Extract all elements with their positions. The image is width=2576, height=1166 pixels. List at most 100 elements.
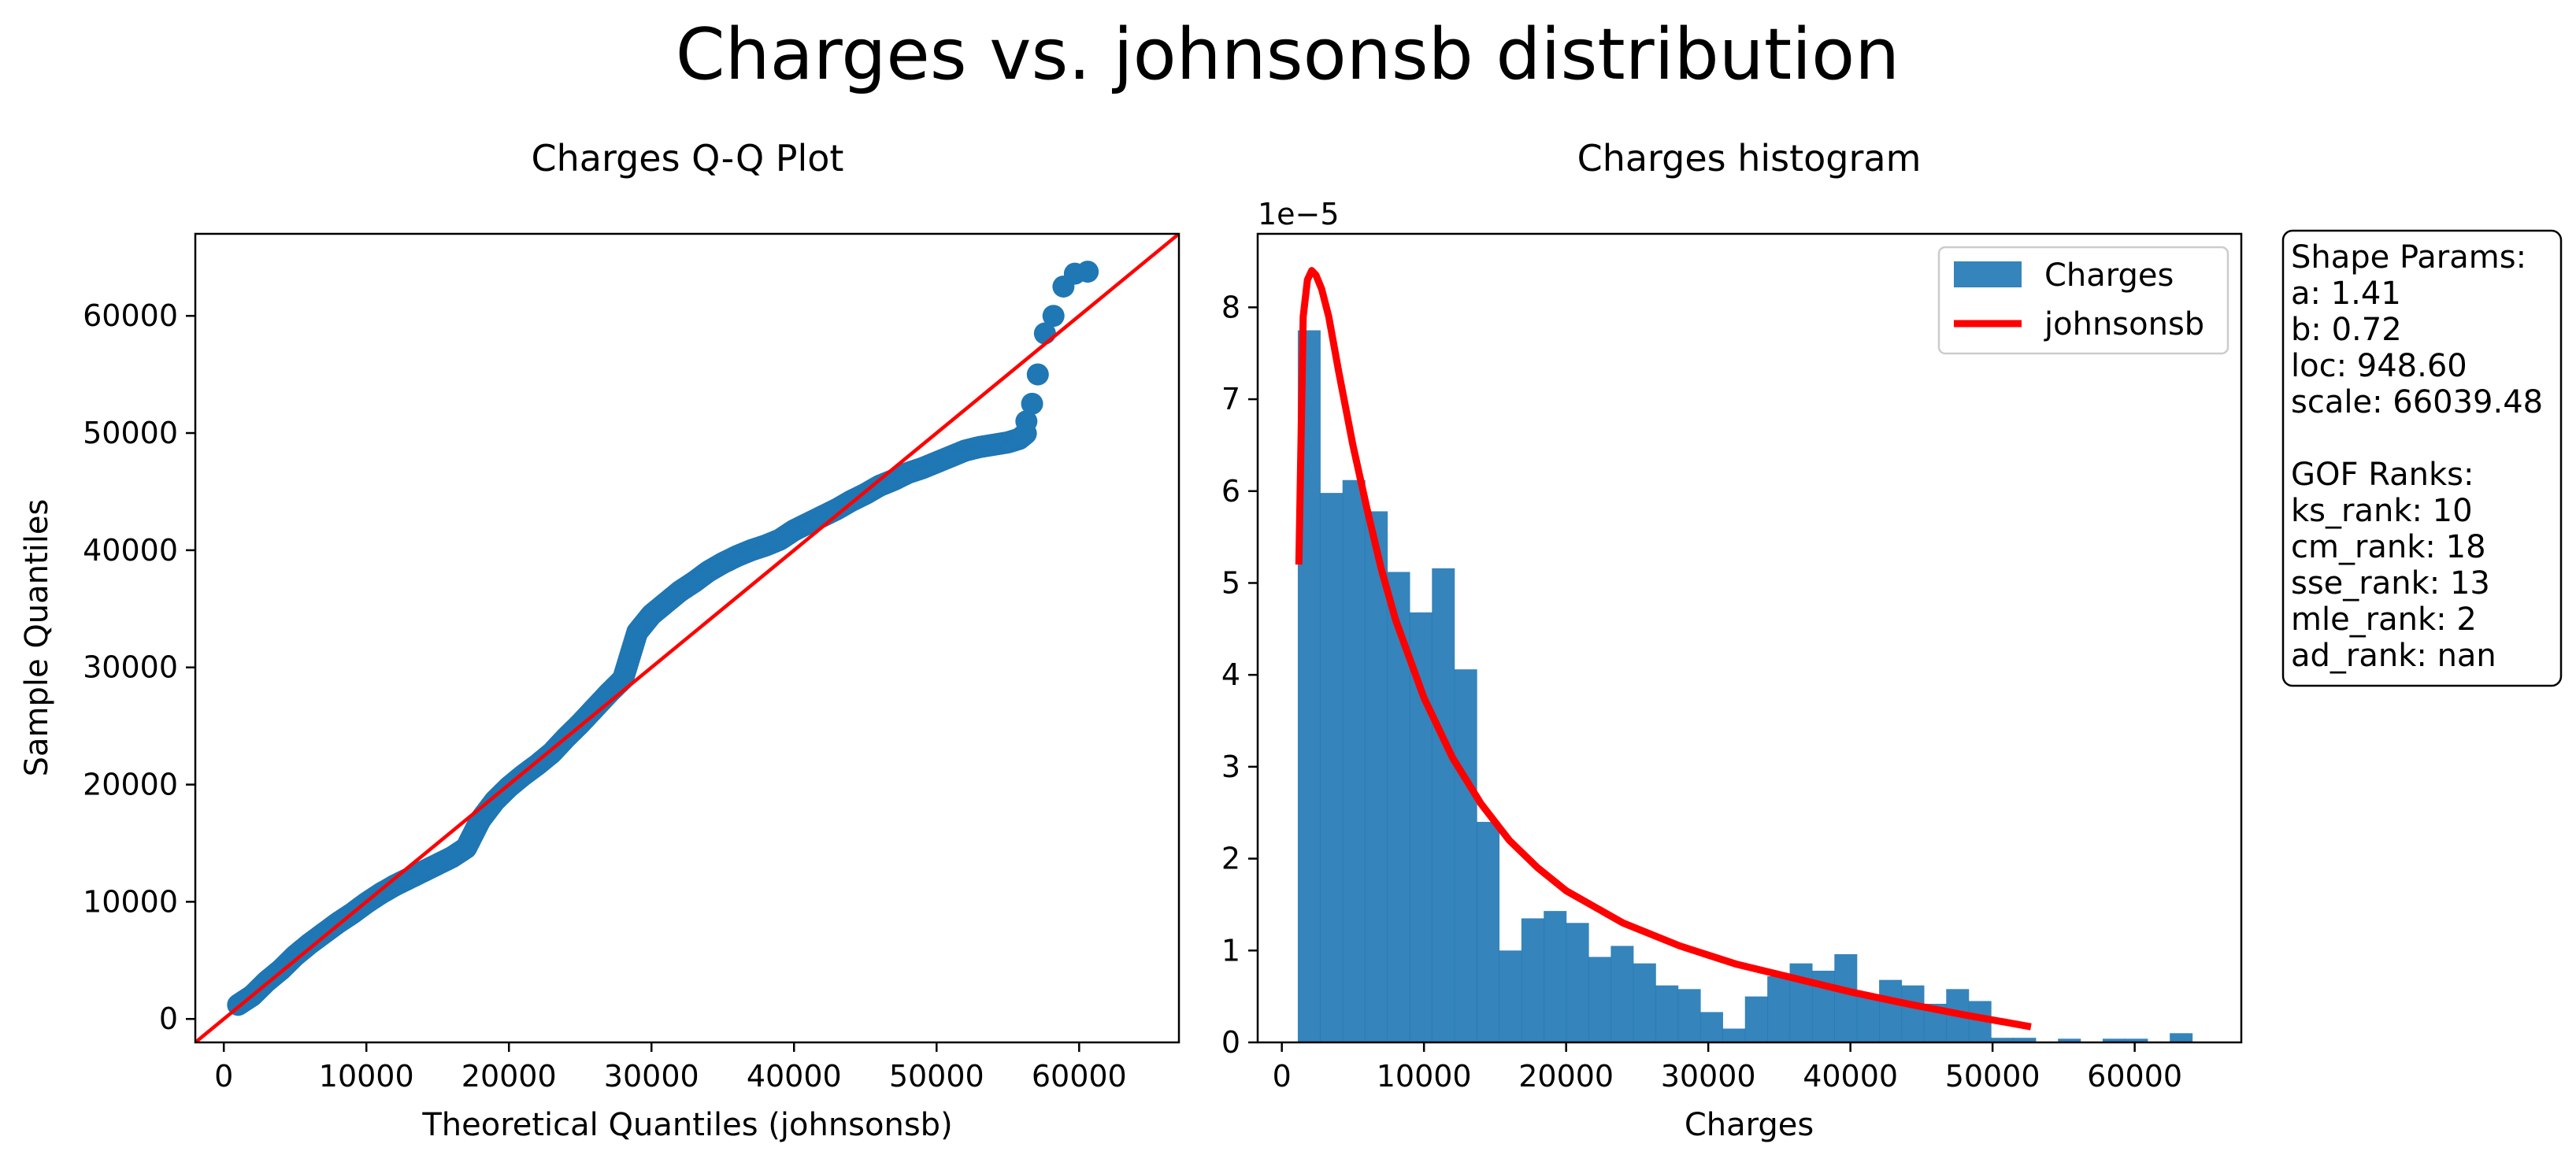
histogram-bar bbox=[2058, 1038, 2081, 1042]
johnsonsb-curve-layer bbox=[1295, 267, 2032, 1031]
histogram-bar bbox=[1544, 911, 1567, 1042]
histogram-bar bbox=[2013, 1038, 2037, 1042]
stats-line: a: 1.41 bbox=[2291, 276, 2401, 312]
qq-x-tick-label: 30000 bbox=[604, 1059, 699, 1094]
stats-line: scale: 66039.48 bbox=[2291, 384, 2543, 420]
histogram-x-tick-label: 60000 bbox=[2087, 1059, 2182, 1094]
histogram-bar bbox=[1477, 821, 1500, 1042]
stats-line: mle_rank: 2 bbox=[2291, 602, 2477, 638]
histogram-x-axis: 0 10000 20000 30000 40000 50000 60000 bbox=[1273, 1042, 2182, 1094]
legend-label-charges: Charges bbox=[2044, 257, 2174, 294]
stats-line: ks_rank: 10 bbox=[2291, 493, 2473, 529]
histogram-y-tick-label: 5 bbox=[1221, 565, 1240, 600]
stats-line: b: 0.72 bbox=[2291, 312, 2402, 348]
histogram-y-tick-label: 3 bbox=[1221, 750, 1240, 784]
qq-x-tick-label: 10000 bbox=[319, 1059, 414, 1094]
histogram-bar bbox=[1365, 511, 1388, 1042]
histogram-bar bbox=[1566, 923, 1589, 1042]
stats-line: sse_rank: 13 bbox=[2291, 565, 2490, 602]
qq-x-tick-label: 0 bbox=[214, 1059, 233, 1094]
stats-box-frame bbox=[2281, 229, 2563, 687]
johnsonsb-curve bbox=[1295, 267, 2032, 1031]
qq-y-tick-label: 50000 bbox=[83, 416, 178, 450]
histogram-title: Charges histogram bbox=[1577, 137, 1922, 180]
histogram-bars bbox=[1297, 330, 2193, 1042]
histogram-bar bbox=[1856, 996, 1880, 1042]
histogram-y-tick-label: 1 bbox=[1221, 933, 1240, 968]
histogram-frame bbox=[1256, 232, 2243, 1044]
stats-line: loc: 948.60 bbox=[2291, 348, 2467, 384]
histogram-bar bbox=[1722, 1028, 1746, 1042]
qq-reference-line bbox=[195, 234, 1179, 1042]
qq-y-tick-label: 0 bbox=[159, 1001, 178, 1036]
histogram-bar bbox=[1744, 996, 1768, 1042]
qq-point bbox=[1026, 363, 1049, 386]
histogram-bar bbox=[1834, 953, 1858, 1042]
stats-line: cm_rank: 18 bbox=[2291, 529, 2486, 565]
histogram-bar bbox=[1633, 963, 1656, 1042]
histogram-y-tick-label: 2 bbox=[1221, 842, 1240, 876]
histogram-bar bbox=[1677, 989, 1701, 1042]
histogram-x-tick-label: 30000 bbox=[1661, 1059, 1756, 1094]
qq-y-axis: 0 10000 20000 30000 40000 50000 60000 bbox=[83, 298, 195, 1036]
histogram-x-tick-label: 10000 bbox=[1377, 1059, 1472, 1094]
histogram-legend: Charges johnsonsb bbox=[1937, 246, 2229, 355]
histogram-bar bbox=[1901, 985, 1925, 1042]
stats-box: Shape Params: a: 1.41 b: 0.72 loc: 948.6… bbox=[2281, 229, 2563, 687]
qq-x-axis: 0 10000 20000 30000 40000 50000 60000 bbox=[214, 1042, 1127, 1094]
qq-plot-marks bbox=[195, 234, 1179, 1042]
histogram-bar bbox=[1610, 946, 1634, 1042]
qq-y-tick-label: 20000 bbox=[83, 768, 178, 802]
histogram-bar bbox=[1432, 568, 1455, 1042]
qq-x-tick-label: 40000 bbox=[747, 1059, 842, 1094]
histogram-bar bbox=[1991, 1038, 2014, 1042]
histogram-x-tick-label: 0 bbox=[1273, 1059, 1292, 1094]
qq-y-tick-label: 60000 bbox=[83, 298, 178, 333]
qq-point bbox=[1042, 305, 1065, 328]
histogram-panel: Charges histogram 1e−5 0 10000 20000 30000 4… bbox=[1221, 137, 2243, 1143]
qq-point bbox=[1077, 261, 1099, 283]
histogram-bar bbox=[1767, 975, 1791, 1042]
histogram-y-axis: 0 1 2 3 4 5 6 7 8 bbox=[1221, 290, 1258, 1060]
histogram-bar bbox=[1879, 979, 1903, 1042]
qq-plot-frame bbox=[194, 232, 1181, 1044]
legend-label-johnsonsb: johnsonsb bbox=[2044, 306, 2204, 342]
histogram-bar bbox=[1699, 1012, 1723, 1042]
qq-x-tick-label: 50000 bbox=[889, 1059, 984, 1094]
qq-point bbox=[1021, 392, 1043, 415]
qq-y-axis-label: Sample Quantiles bbox=[19, 499, 55, 777]
histogram-y-tick-label: 4 bbox=[1221, 657, 1240, 692]
figure-title: Charges vs. johnsonsb distribution bbox=[676, 13, 1900, 96]
qq-plot-title: Charges Q-Q Plot bbox=[532, 137, 844, 180]
qq-x-tick-label: 20000 bbox=[461, 1059, 557, 1094]
qq-x-tick-label: 60000 bbox=[1032, 1059, 1127, 1094]
histogram-x-tick-label: 20000 bbox=[1518, 1059, 1614, 1094]
histogram-y-tick-label: 6 bbox=[1221, 474, 1240, 509]
histogram-bar bbox=[1454, 669, 1477, 1042]
stats-line: Shape Params: bbox=[2291, 239, 2526, 276]
stats-line: ad_rank: nan bbox=[2291, 638, 2496, 674]
histogram-bar bbox=[2125, 1038, 2148, 1042]
qq-y-tick-label: 30000 bbox=[83, 650, 178, 685]
histogram-x-tick-label: 50000 bbox=[1945, 1059, 2040, 1094]
histogram-y-tick-label: 7 bbox=[1221, 382, 1240, 416]
histogram-bar bbox=[1499, 950, 1522, 1042]
histogram-y-tick-label: 0 bbox=[1221, 1025, 1240, 1060]
histogram-x-tick-label: 40000 bbox=[1803, 1059, 1898, 1094]
histogram-bar bbox=[2103, 1038, 2126, 1042]
histogram-bar bbox=[1320, 493, 1344, 1042]
qq-plot-panel: Charges Q-Q Plot 0 10000 20000 30000 40000 50… bbox=[19, 137, 1181, 1143]
histogram-bar bbox=[1342, 479, 1366, 1042]
histogram-bar bbox=[1521, 918, 1544, 1042]
histogram-bar bbox=[1655, 985, 1679, 1042]
histogram-y-tick-label: 8 bbox=[1221, 290, 1240, 324]
qq-point bbox=[1015, 410, 1038, 433]
histogram-x-axis-label: Charges bbox=[1685, 1107, 1814, 1143]
histogram-bar bbox=[1588, 957, 1612, 1042]
histogram-y-scale-label: 1e−5 bbox=[1258, 197, 1340, 231]
qq-x-axis-label: Theoretical Quantiles (johnsonsb) bbox=[421, 1107, 952, 1143]
qq-y-tick-label: 10000 bbox=[83, 884, 178, 919]
histogram-bar bbox=[2170, 1033, 2193, 1042]
stats-line: GOF Ranks: bbox=[2291, 457, 2474, 493]
